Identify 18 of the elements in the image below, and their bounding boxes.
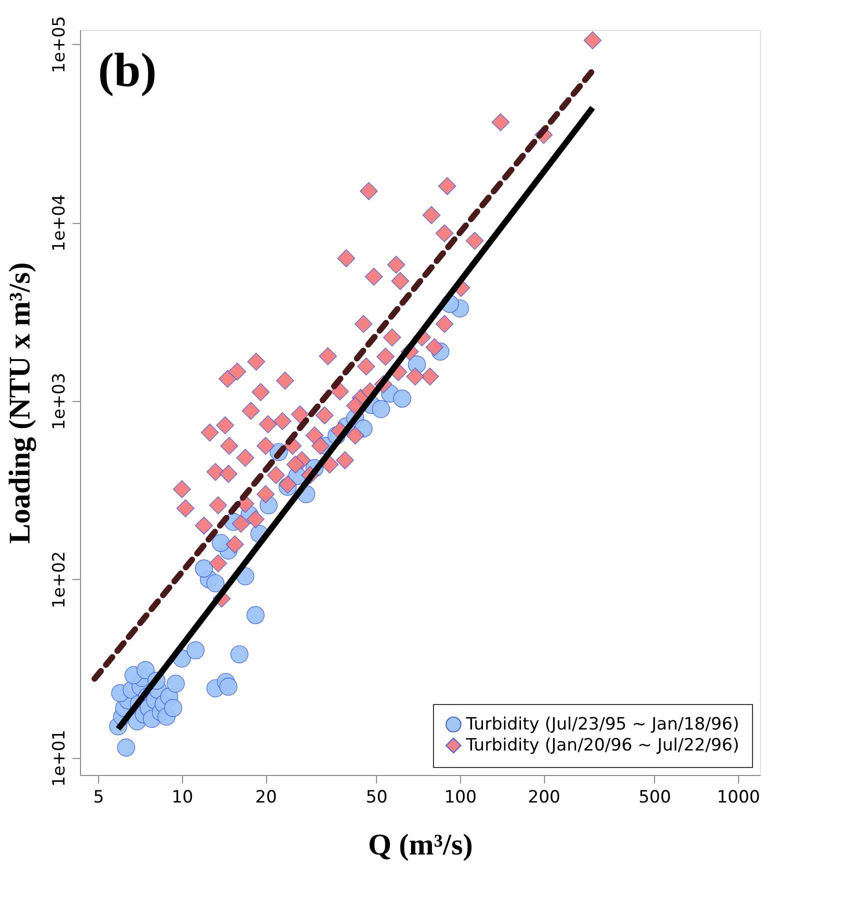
legend-label: Turbidity (Jan/20/96 ~ Jul/22/96)	[465, 736, 740, 756]
y-tick-label: 1e+02	[50, 551, 70, 608]
x-tick-label: 10	[172, 788, 194, 808]
annotation: (b)	[98, 44, 157, 97]
y-axis-title: Loading (NTU x m³/s)	[4, 262, 36, 544]
x-tick-label: 1000	[716, 788, 760, 808]
x-tick-label: 5	[93, 788, 104, 808]
y-tick-label: 1e+03	[50, 372, 70, 430]
y-tick-label: 1e+05	[50, 16, 70, 74]
x-axis-title: Q (m³/s)	[368, 828, 473, 862]
y-tick-label: 1e+01	[50, 730, 70, 787]
x-tick-label: 100	[444, 788, 477, 808]
y-tick-label: 1e+04	[50, 194, 70, 252]
x-tick-label: 500	[638, 788, 672, 808]
x-tick-label: 200	[528, 788, 560, 808]
x-tick-label: 50	[366, 788, 388, 808]
legend-label: Turbidity (Jul/23/95 ~ Jan/18/96)	[465, 714, 740, 734]
x-tick-label: 20	[255, 788, 277, 808]
